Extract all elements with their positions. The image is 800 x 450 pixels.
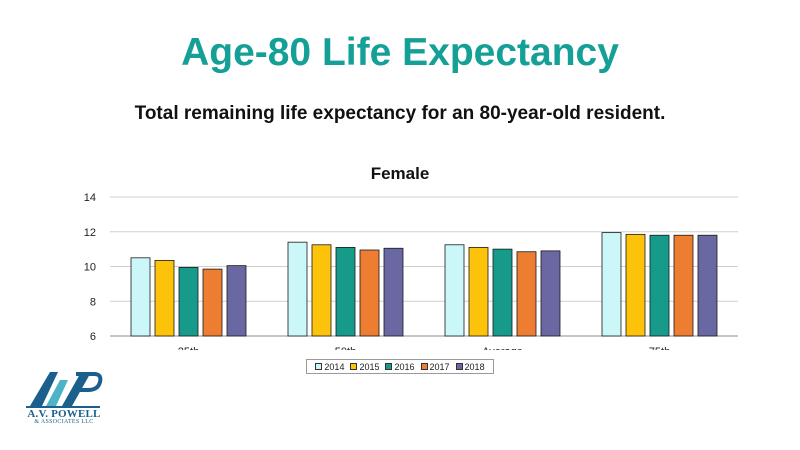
x-tick-label: Average [482,346,523,350]
chart-legend: 2014 2015 2016 2017 2018 [306,359,494,374]
bar-2014-75th [601,232,622,337]
bar-2016-50th [335,246,356,337]
bar-2014-50th [287,241,308,337]
logo-tagline: & ASSOCIATES LLC [34,419,94,425]
slide-title: Age-80 Life Expectancy [181,31,619,74]
legend-swatch [455,363,463,370]
x-tick-label: 25th [178,346,199,350]
chart-title: Female [371,164,430,183]
legend-item: 2017 [420,361,450,372]
bar-2018-25th [226,265,247,337]
bar-2015-25th [154,260,175,337]
legend-swatch [420,363,428,370]
legend-item: 2015 [350,362,379,372]
bar-2018-75th [697,234,718,337]
y-tick-label: 12 [84,227,96,239]
y-tick-label: 14 [84,192,96,204]
legend-swatch [350,363,358,370]
y-tick-label: 10 [84,262,96,274]
slide-subtitle: Total remaining life expectancy for an 8… [134,103,666,124]
bar-2017-25th [202,268,223,337]
legend-item: 2016 [385,361,415,372]
bar-2016-25th [178,266,199,337]
bar-2018-50th [383,247,404,337]
legend-label: 2015 [359,361,380,372]
bar-2017-50th [359,249,380,337]
y-tick-label: 6 [90,331,96,343]
bar-2016-75th [649,234,670,337]
legend-item: 2014 [315,362,344,372]
legend-item: 2018 [455,361,485,372]
legend-swatch [385,363,393,370]
company-logo: A.V. POWELL & ASSOCIATES LLC [24,366,104,430]
y-tick-label: 8 [90,296,96,308]
bar-2014-25th [130,257,151,337]
x-tick-label: 50th [335,346,356,350]
legend-swatch [315,363,323,370]
legend-label: 2018 [464,361,485,372]
bar-2016-Average [492,248,513,337]
bar-2018-Average [540,250,561,337]
legend-label: 2014 [324,361,345,372]
legend-label: 2017 [429,361,450,372]
bar-2017-Average [516,251,537,337]
x-tick-label: 75th [649,346,670,350]
bar-2015-75th [625,233,646,337]
logo-name: A.V. POWELL [27,408,101,420]
bar-2015-50th [311,244,332,337]
bar-2015-Average [468,246,489,337]
bar-2017-75th [673,234,694,337]
bar-2014-Average [444,244,465,337]
legend-label: 2016 [394,361,415,372]
bar-chart: Female 6 8 10 12 14 25th 50th Average 75th [84,164,738,350]
avp-logo-icon [26,372,103,408]
